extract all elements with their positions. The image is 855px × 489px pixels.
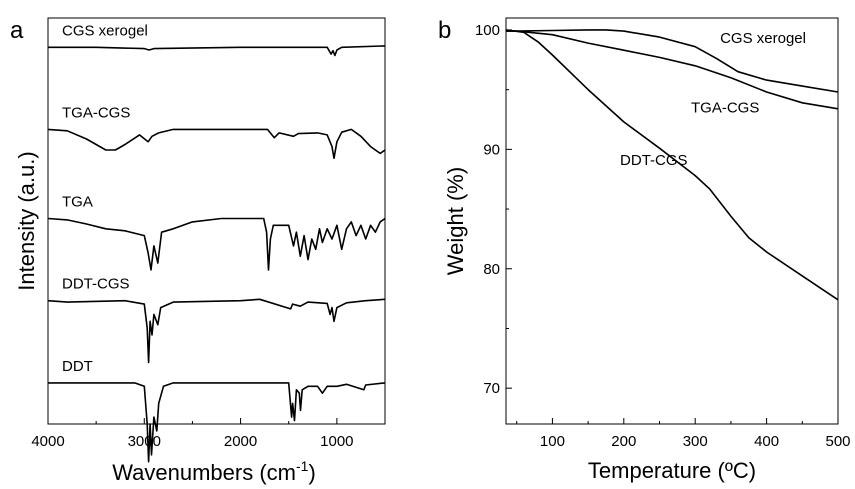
panel-a-label: a [10, 17, 24, 44]
panel-b-x-tick-label: 300 [683, 433, 708, 450]
panel-b-y-tick-label: 100 [475, 22, 500, 39]
panel-a-y-axis-title: Intensity (a.u.) [14, 151, 39, 290]
panel-b-x-axis-title: Temperature (ºC) [588, 458, 756, 483]
panel-a-x-ticks: 4000 3000 2000 1000 [31, 418, 386, 450]
panel-a-series-labels: CGS xerogel TGA-CGS TGA DDT-CGS DDT [62, 22, 148, 375]
panel-b-series-labels: CGS xerogel TGA-CGS DDT-CGS [620, 30, 806, 169]
panel-a-x-axis-title: Wavenumbers (cm-1) [112, 458, 316, 485]
panel-b-x-tick-label: 200 [611, 433, 636, 450]
panel-a-series-label-ddt-cgs: DDT-CGS [62, 276, 130, 293]
panel-b-frame [505, 17, 839, 425]
panel-b-label: b [438, 17, 451, 44]
panel-b-y-tick-label: 80 [483, 261, 500, 278]
panel-b-series-cgs-xerogel [506, 29, 839, 93]
panel-a-series-label-tga: TGA [62, 194, 93, 211]
panel-b-x-tick-label: 500 [825, 433, 850, 450]
panel-a-series [47, 45, 386, 463]
panel-a-x-tick-label: 2000 [224, 433, 257, 450]
panel-a-series-label-ddt: DDT [62, 358, 93, 375]
panel-a-series-cgs-xerogel [48, 45, 386, 57]
panel-b-y-tick-label: 70 [483, 380, 500, 397]
panel-a-series-ddt [48, 382, 386, 463]
panel-a-ftir-chart: a 4000 3000 2000 1000 CGS xerogel TGA-CGS TGA… [10, 17, 386, 485]
panel-a-series-label-cgs-xerogel: CGS xerogel [62, 22, 148, 39]
panel-a-frame [47, 17, 386, 425]
panel-a-x-tick-label: 1000 [320, 433, 353, 450]
panel-b-series [505, 29, 839, 301]
panel-a-series-ddt-cgs [47, 298, 386, 364]
panel-a-x-tick-label: 4000 [31, 433, 64, 450]
panel-b-series-label-ddt-cgs: DDT-CGS [620, 152, 688, 169]
panel-a-series-tga [47, 217, 386, 271]
panel-b-series-label-cgs-xerogel: CGS xerogel [720, 30, 806, 47]
panel-b-series-tga-cgs [506, 30, 839, 110]
panel-a-x-tick-label: 3000 [128, 433, 161, 450]
panel-b-series-ddt-cgs [505, 29, 839, 301]
panel-a-series-tga-cgs [47, 128, 386, 159]
panel-b-x-tick-label: 100 [540, 433, 565, 450]
panel-b-y-tick-label: 90 [483, 141, 500, 158]
panel-b-x-tick-label: 400 [754, 433, 779, 450]
panel-b-axis-ticks: 100 200 300 400 500 70 80 90 100 [475, 22, 851, 450]
panel-b-tga-chart: b 100 200 300 400 500 70 80 90 100 CGS xerogel TG… [438, 17, 851, 483]
panel-a-series-label-tga-cgs: TGA-CGS [62, 104, 130, 121]
panel-b-series-label-tga-cgs: TGA-CGS [691, 99, 759, 116]
panel-b-y-axis-title: Weight (%) [443, 167, 468, 275]
